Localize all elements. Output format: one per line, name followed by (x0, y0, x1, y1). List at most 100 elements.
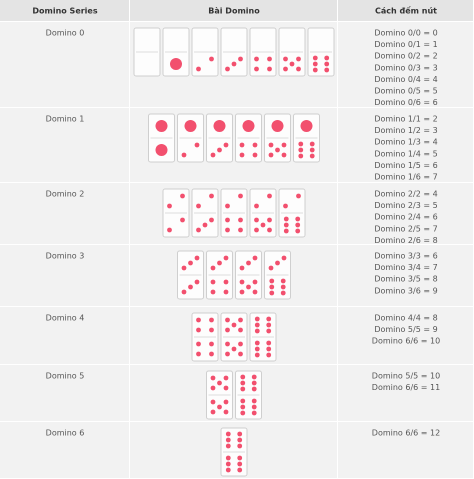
domino-half (225, 431, 243, 449)
pip (240, 410, 246, 416)
pip (295, 222, 301, 228)
pip (254, 203, 259, 209)
pip (252, 255, 258, 261)
domino-half (210, 279, 229, 295)
cell (0, 108, 129, 182)
series-name: Domino 1 (46, 115, 85, 124)
pip (275, 147, 280, 153)
domino-half (196, 217, 214, 233)
count-text: Domino 1/1 = 2 (374, 115, 437, 124)
domino-half (213, 120, 226, 132)
pip (239, 289, 245, 295)
pip (252, 152, 258, 158)
series-name: Domino 5 (46, 372, 85, 381)
pip (239, 152, 245, 158)
pip (225, 327, 230, 333)
pip (251, 374, 257, 380)
pip (275, 260, 280, 266)
series-name: Domino 0 (46, 29, 85, 38)
cell (338, 245, 473, 306)
pip (210, 385, 216, 391)
pip (296, 56, 301, 62)
pip (217, 260, 222, 266)
pip (210, 289, 216, 295)
count-text: Domino 3/4 = 7 (374, 263, 437, 272)
pip (267, 193, 272, 199)
pip (225, 227, 230, 233)
header-cell (338, 0, 473, 21)
pip (254, 340, 260, 346)
pip (254, 227, 259, 233)
pip (266, 352, 272, 358)
pip (225, 351, 230, 357)
header-text: Cách đếm nút (375, 6, 437, 16)
pip (254, 316, 260, 322)
count-text: Domino 3/3 = 6 (374, 252, 437, 261)
pip (266, 316, 272, 322)
pip (267, 217, 272, 223)
cell (0, 22, 129, 107)
pip (295, 228, 301, 234)
domino-half (196, 341, 214, 357)
pip (223, 289, 229, 295)
domino-half (268, 255, 287, 271)
domino-half (298, 141, 315, 159)
domino-half (240, 374, 257, 392)
cell (0, 183, 129, 244)
pip (238, 351, 243, 357)
pip (266, 346, 272, 352)
domino-half (210, 142, 229, 158)
pip (225, 467, 231, 473)
domino-half (254, 217, 272, 233)
pip (210, 279, 216, 285)
cell (0, 245, 129, 306)
pip (271, 120, 284, 132)
pip (170, 58, 182, 70)
pip (280, 284, 286, 290)
pip (196, 351, 201, 357)
pip (223, 375, 229, 381)
pip (240, 398, 246, 404)
pip (237, 443, 243, 449)
count-text: Domino 2/2 = 4 (374, 190, 437, 199)
count-text: Domino 1/6 = 7 (374, 173, 437, 182)
domino-half (239, 255, 258, 271)
series-name: Domino 6 (46, 429, 85, 438)
count-text: Domino 0/4 = 4 (374, 75, 437, 84)
pip (181, 265, 187, 271)
pip (188, 284, 193, 290)
count-text: Domino 5/5 = 10 (372, 372, 440, 381)
count-text: Domino 0/1 = 1 (374, 40, 437, 49)
pip (254, 56, 259, 62)
pip (283, 56, 288, 62)
pip (209, 193, 214, 199)
count-text: Domino 6/6 = 12 (372, 429, 440, 438)
pip (210, 375, 216, 381)
domino-half (181, 255, 200, 271)
pip (254, 328, 260, 334)
pip (296, 66, 301, 72)
pip (252, 289, 258, 295)
domino-half (254, 193, 272, 209)
pip (298, 141, 304, 147)
count-text: Domino 2/4 = 6 (374, 213, 437, 222)
pip (289, 61, 295, 67)
domino-half (225, 455, 243, 473)
pip (254, 322, 260, 328)
pip (251, 398, 257, 404)
pip (312, 55, 318, 61)
domino-half (167, 217, 185, 233)
count-text: Domino 0/3 = 3 (374, 63, 437, 72)
pip (209, 351, 214, 357)
pip (196, 227, 201, 233)
pip (283, 222, 289, 228)
pip (268, 152, 274, 158)
pip (180, 193, 185, 199)
pip (231, 61, 237, 67)
pip (237, 467, 243, 473)
pip (254, 66, 259, 72)
pip (251, 386, 257, 392)
pip (223, 409, 229, 415)
pip (180, 217, 185, 223)
